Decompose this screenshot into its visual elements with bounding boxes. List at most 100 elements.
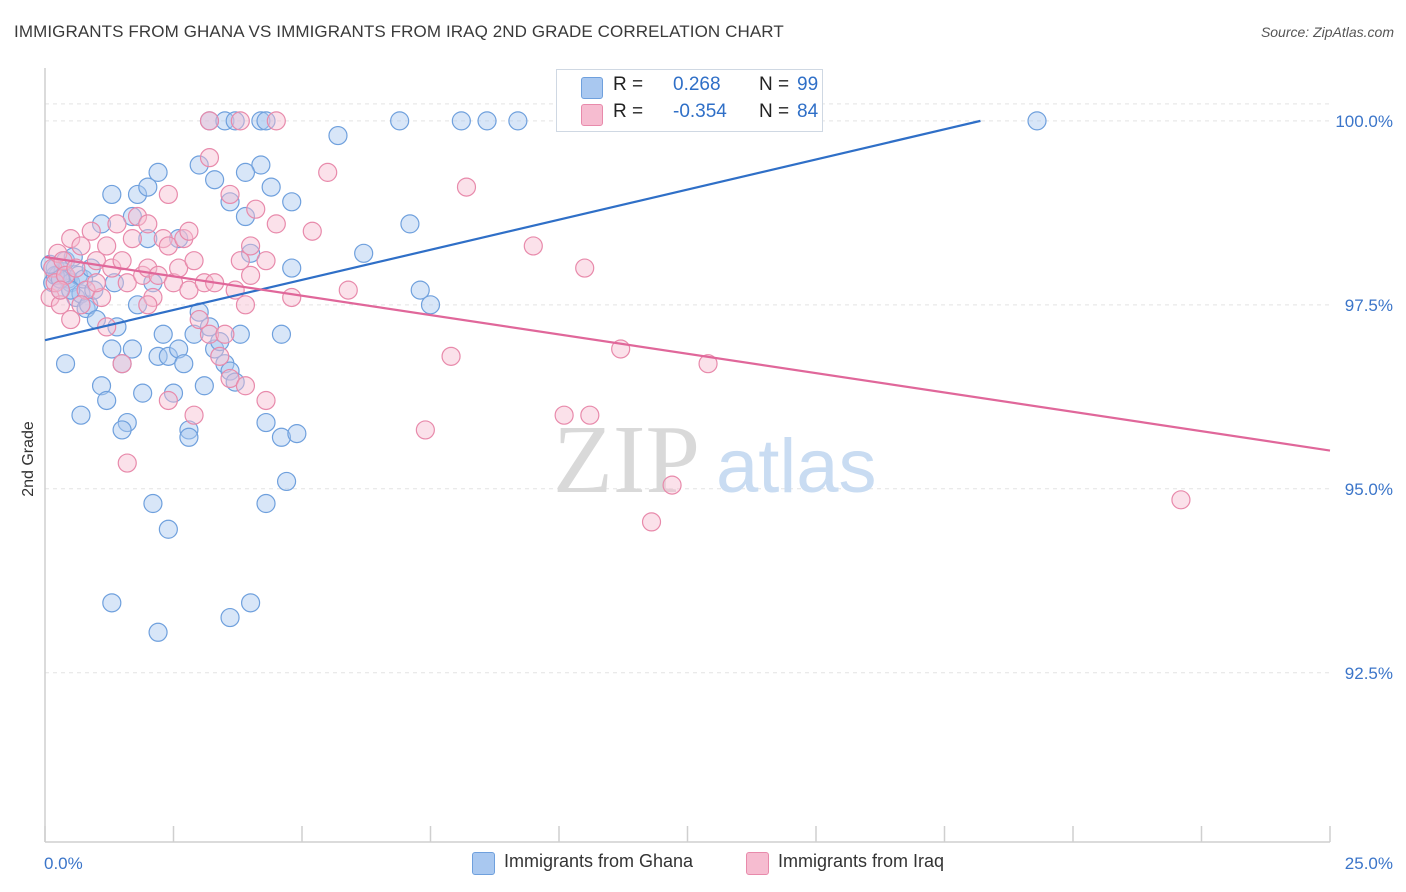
ghana-point [256,493,276,514]
ghana-point [102,339,122,359]
x-tick-marks [44,826,1331,842]
ghana-point [153,324,173,344]
r-label: R = [613,101,644,122]
watermark-atlas: atlas [716,424,877,509]
ghana-point [271,324,292,344]
iraq-point [415,420,435,440]
ghana-point [276,471,297,492]
iraq-point [40,287,60,308]
ghana-point [71,284,91,304]
iraq-point [230,111,250,131]
x-tick-label-min: 0.0% [44,854,83,873]
iraq-point [246,199,266,219]
ghana-point [122,339,142,359]
iraq-point [220,368,240,389]
ghana-point [179,420,199,440]
iraq-point [55,265,76,285]
iraq-point [256,251,276,271]
ghana-point [241,243,261,263]
iraq-point [179,221,199,241]
iraq-point [241,265,261,285]
trend-line-ghana [44,119,981,342]
ghana-point [271,427,292,447]
series-iraq-points [40,111,1191,532]
iraq-point [91,287,112,308]
ghana-point [158,519,178,539]
watermark: ZIP atlas [553,406,877,514]
ghana-point [220,192,240,212]
y-axis-label: 2nd Grade [20,421,37,497]
n-value: 99 [797,74,819,95]
iraq-point [523,236,543,256]
iraq-point [235,376,256,396]
ghana-point [400,214,420,234]
iraq-point [158,236,178,256]
ghana-point [508,111,528,131]
iraq-point [71,236,91,256]
iraq-point [441,346,461,366]
iraq-point [107,214,127,234]
iraq-swatch-icon [581,104,603,126]
iraq-point [86,273,107,293]
iraq-point [199,148,220,168]
n-label: N = [759,101,790,122]
ghana-point [282,192,302,212]
ghana-point [477,111,497,131]
watermark-zip: ZIP [553,406,700,514]
iraq-point [698,354,718,374]
ghana-point [148,162,168,182]
iraq-point [97,236,117,256]
ghana-point [354,243,374,263]
iraq-point [241,236,261,256]
iraq-point [662,475,682,495]
iraq-point [235,295,256,315]
source-label: Source: ZipAtlas.com [1260,24,1394,40]
ghana-point [410,280,430,300]
y-tick-label: 100.0% [1335,112,1393,131]
trend-line-iraq [44,255,1331,452]
ghana-swatch-icon [472,852,495,875]
ghana-point [102,593,122,613]
ghana-point [230,324,250,344]
trend-lines [44,119,1331,452]
ghana-point [122,206,142,227]
ghana-point [235,162,256,182]
iraq-point [127,206,148,227]
iraq-point [158,184,178,205]
ghana-point [241,593,261,613]
iraq-point [71,295,91,315]
iraq-point [256,390,276,411]
iraq-point [50,295,71,315]
ghana-point [61,280,81,300]
ghana-point [205,170,225,190]
ghana-point [287,424,307,444]
iraq-point [61,229,81,249]
ghana-point [148,346,168,366]
series-ghana-points [40,111,1047,642]
r-value: -0.354 [673,101,727,122]
ghana-point [220,607,240,628]
ghana-point [97,390,117,411]
ghana-point [112,420,132,440]
iraq-point [184,251,204,271]
r-label: R = [613,74,644,95]
ghana-point [84,280,104,300]
ghana-point [215,111,235,131]
ghana-point [127,184,148,205]
iraq-point [199,111,220,131]
ghana-point [390,111,410,131]
iraq-point [81,221,101,241]
iraq-point [580,405,600,425]
iraq-point [1171,490,1191,510]
iraq-point [158,390,178,411]
ghana-point [256,111,276,131]
ghana-point [55,354,76,374]
stats-legend: R = 0.268 N = 99 R = -0.354 N = 84 [556,69,823,132]
ghana-point [251,111,271,131]
y-tick-label: 95.0% [1345,480,1393,499]
legend-label-ghana: Immigrants from Ghana [504,851,694,871]
ghana-point [256,412,276,433]
series-legend: Immigrants from Ghana Immigrants from Ir… [0,850,1406,878]
iraq-point [220,184,240,205]
